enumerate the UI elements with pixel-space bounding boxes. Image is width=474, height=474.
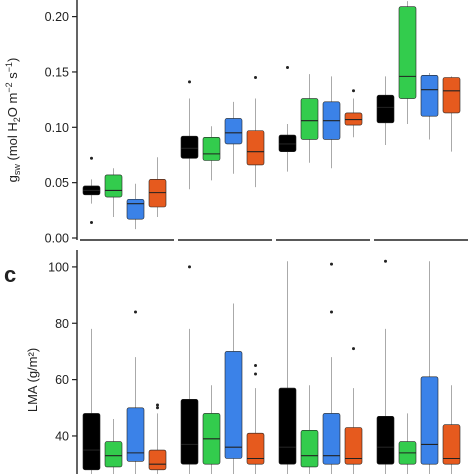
lma-outlier-point [330,262,333,266]
lma-outlier-point [330,310,333,314]
lma-box [82,413,101,471]
lma-box [104,441,123,468]
lma-box [180,399,199,465]
gsw-panel: gsw (mol H2O m−2 s−1) 0.000.050.100.150.… [4,0,468,246]
lma-outlier-point [134,310,137,314]
gsw-outlier-point [352,89,355,93]
gsw-box [224,118,243,145]
lma-y-axis-label: LMA (g/m²) [25,348,40,412]
gsw-box [202,136,221,161]
lma-box [278,387,297,465]
lma-box [344,427,363,465]
gsw-y-tick-label: 0.10 [45,121,69,135]
lma-y-tick-label: 100 [48,260,69,274]
gsw-y-tick-label: 0.20 [45,10,69,24]
gsw-box [104,174,123,198]
lma-outlier-point [254,372,257,376]
gsw-y-axis-label: gsw (mol H2O m−2 s−1) [4,58,22,183]
gsw-outlier-point [254,75,257,79]
gsw-box [442,77,461,114]
lma-y-ticks: 40 60 80 100 [48,260,77,443]
lma-outlier-point [352,347,355,351]
gsw-y-ticks: 0.00 0.05 0.10 0.15 0.20 [45,10,77,246]
lma-box [300,430,319,468]
lma-box [376,415,395,465]
lma-outlier-point [156,403,159,407]
lma-y-tick-label: 40 [55,429,69,443]
gsw-y-tick-label: 0.05 [45,176,69,190]
lma-box [224,351,243,459]
gsw-boxes [82,1,461,230]
lma-y-tick-label: 80 [55,317,69,331]
gsw-y-tick-label: 0.00 [45,232,69,246]
lma-panel: c LMA (g/m²) 40 60 80 100 [4,250,461,474]
gsw-outlier-point [188,80,191,84]
lma-boxes [82,259,461,474]
gsw-box [398,6,417,99]
lma-y-tick-label: 60 [55,373,69,387]
lma-box [246,432,265,465]
gsw-outlier-point [90,156,93,160]
gsw-box [300,98,319,140]
gsw-box [344,112,363,126]
gsw-box [278,134,297,152]
panel-label-c: c [4,262,16,287]
gsw-box [420,74,439,117]
lma-outlier-point [188,265,191,269]
gsw-box [180,135,199,159]
gsw-y-tick-label: 0.15 [45,65,69,79]
lma-box [322,413,341,465]
lma-box [442,424,461,465]
lma-outlier-point [254,364,257,368]
gsw-box [148,179,167,208]
gsw-box [126,198,145,220]
lma-outlier-point [156,406,159,410]
lma-box [420,376,439,465]
gsw-outlier-point [286,66,289,70]
gsw-box [246,130,265,166]
gsw-box [376,94,395,124]
lma-outlier-point [384,259,387,263]
lma-box [126,407,145,462]
lma-box [148,449,167,471]
gsw-outlier-point [90,221,93,225]
